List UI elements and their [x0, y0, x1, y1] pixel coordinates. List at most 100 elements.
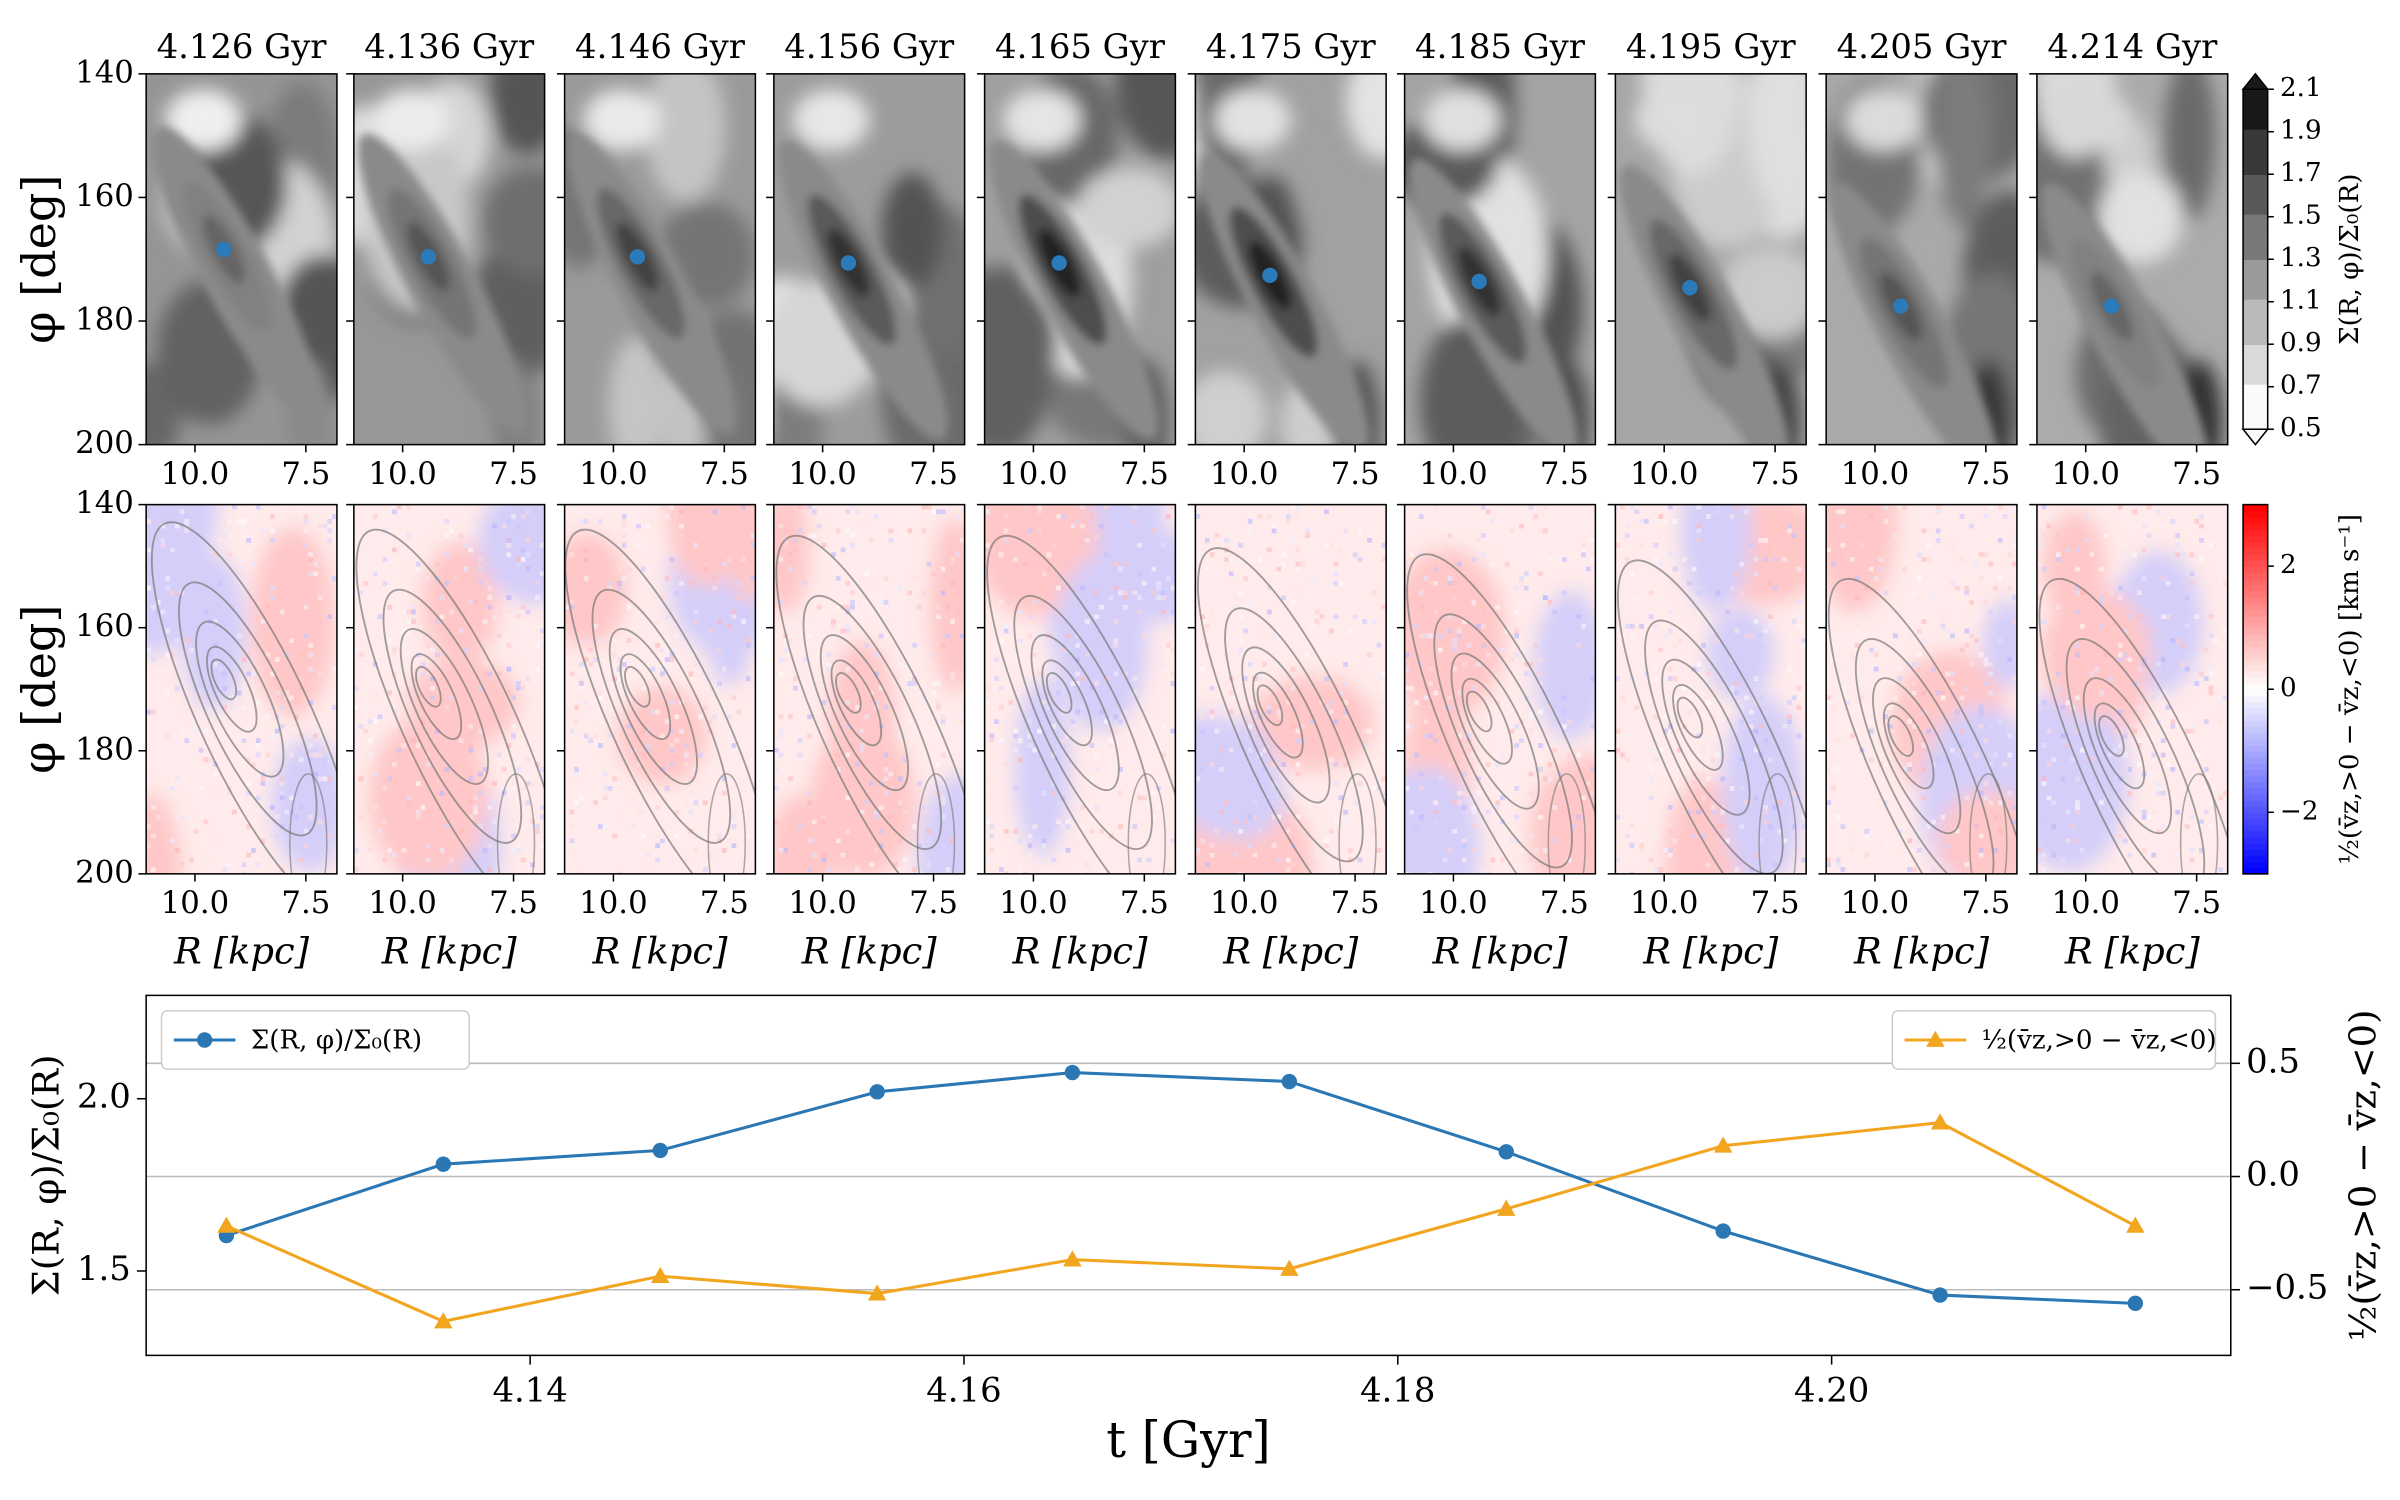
noise [1763, 805, 1768, 810]
noise [850, 600, 855, 605]
noise [1414, 700, 1419, 705]
colorbar-cell [2243, 106, 2268, 113]
noise [387, 638, 392, 643]
noise [1362, 871, 1368, 874]
noise [1950, 580, 1955, 586]
noise [897, 662, 903, 667]
noise [260, 528, 266, 534]
noise [468, 600, 474, 605]
noise [506, 690, 512, 696]
colorbar-cell [2243, 787, 2268, 795]
noise [1295, 814, 1301, 820]
noise [1238, 828, 1244, 834]
noise [174, 590, 180, 596]
noise [1037, 509, 1042, 515]
noise [741, 609, 746, 615]
noise [683, 762, 689, 767]
noise [2222, 628, 2228, 634]
noise [1461, 662, 1467, 667]
noise [1252, 814, 1258, 820]
noise [1404, 685, 1410, 691]
noise [588, 647, 594, 653]
noise [1018, 862, 1023, 868]
noise [1772, 585, 1778, 591]
noise [1309, 738, 1315, 744]
colorbar-cell [2243, 315, 2268, 323]
colorbar-cell [2243, 516, 2268, 524]
noise [1926, 628, 1932, 634]
noise [726, 557, 732, 562]
noise [2108, 676, 2114, 682]
contour [1045, 672, 1073, 714]
noise [1519, 600, 1524, 605]
noise [1500, 647, 1505, 653]
noise [2079, 590, 2085, 596]
noise [1672, 566, 1678, 572]
noise [1452, 642, 1458, 648]
noise [1376, 642, 1382, 648]
noise [327, 614, 333, 620]
y2-axis-label: ½(v̄z,>0 − v̄z,<0) [2342, 1009, 2385, 1341]
noise [1252, 514, 1258, 519]
noise [184, 514, 190, 519]
colorbar-cell [2243, 836, 2268, 844]
noise [1357, 857, 1363, 863]
noise [1715, 752, 1721, 758]
noise [926, 504, 932, 510]
colorbar-cell [2243, 327, 2268, 334]
noise [2122, 542, 2128, 548]
noise [598, 690, 603, 696]
noise [1224, 800, 1229, 806]
noise [583, 657, 589, 662]
noise [1902, 766, 1908, 772]
noise [1969, 523, 1974, 529]
noise [1476, 538, 1481, 543]
noise [2108, 590, 2114, 596]
noise [916, 843, 922, 848]
noise [1988, 609, 1994, 615]
noise [722, 538, 727, 543]
noise [1576, 614, 1582, 620]
noise [1912, 867, 1917, 872]
noise [2075, 838, 2080, 844]
noise [212, 838, 218, 844]
noise [1367, 728, 1372, 734]
noise [1576, 814, 1582, 820]
noise [588, 733, 594, 739]
noise [1084, 619, 1090, 624]
noise [1200, 766, 1205, 772]
contour [916, 773, 956, 874]
noise [669, 743, 675, 748]
noise [2079, 848, 2085, 853]
noise [712, 585, 718, 591]
noise [1974, 752, 1979, 758]
noise [1835, 766, 1841, 772]
noise [241, 685, 247, 691]
noise [1696, 523, 1702, 529]
noise [1585, 647, 1591, 653]
noise [888, 771, 894, 777]
noise [1916, 628, 1922, 634]
panel-title: 4.156 Gyr [784, 27, 955, 66]
noise [1624, 523, 1630, 529]
noise [788, 566, 793, 572]
colorbar-cell [2243, 535, 2268, 543]
noise [1476, 871, 1481, 874]
noise [1547, 600, 1553, 605]
noise [477, 771, 483, 777]
noise [688, 809, 694, 815]
noise [1003, 514, 1009, 519]
noise [655, 843, 660, 848]
noise [826, 666, 832, 672]
noise [1328, 542, 1334, 548]
noise [2199, 848, 2204, 853]
noise [1132, 504, 1138, 510]
noise [1485, 871, 1491, 874]
noise [931, 580, 936, 586]
noise [415, 814, 421, 820]
noise [415, 743, 421, 748]
noise [598, 719, 603, 724]
noise [411, 604, 416, 610]
noise [674, 852, 680, 858]
noise [1547, 557, 1553, 562]
